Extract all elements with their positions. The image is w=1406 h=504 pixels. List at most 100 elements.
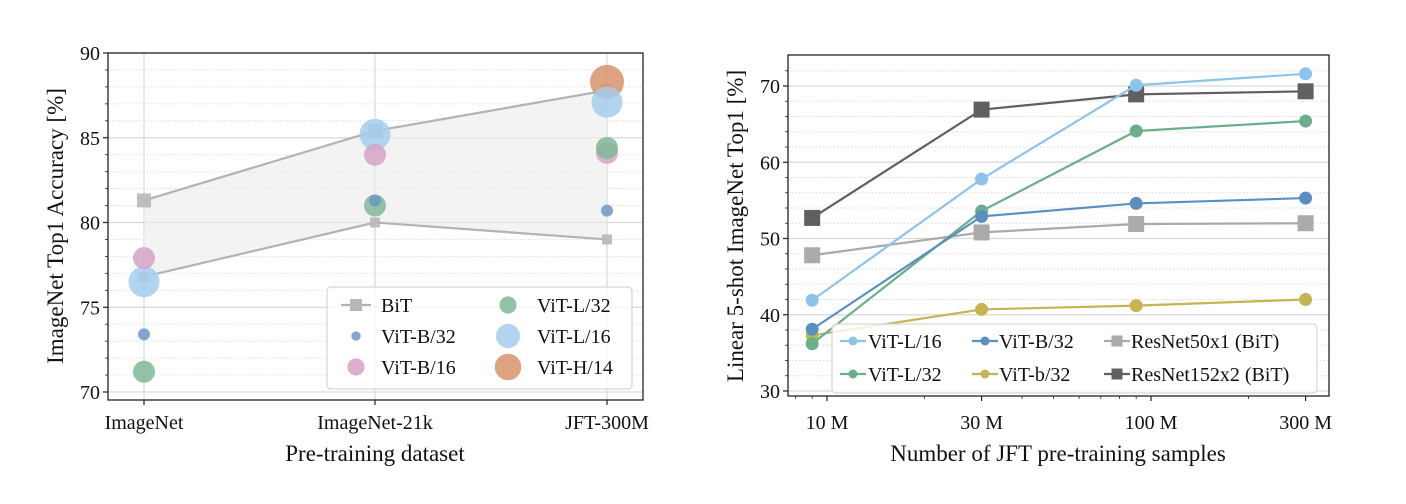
- marker-resnet152x2-bit: [973, 101, 990, 118]
- right-plot-frame: [787, 54, 1330, 397]
- marker-resnet50x1-bit: [1128, 216, 1145, 233]
- marker-vit-l-32: [1129, 124, 1143, 138]
- right-grid: [788, 70, 1329, 392]
- series-vit-b-32: [805, 191, 1313, 336]
- point-vit-l-16: [591, 86, 623, 118]
- point-vit-l-16: [359, 118, 391, 150]
- point-vit-l-16: [128, 266, 160, 298]
- line-vit-l-32: [811, 119, 1306, 345]
- marker-vit-l-16: [805, 293, 819, 307]
- legend-label: ResNet50x1 (BiT): [1131, 331, 1279, 353]
- y-tick-label: 50: [760, 229, 780, 251]
- legend-label: ViT-L/32: [868, 364, 942, 386]
- point-vit-l-32: [596, 136, 618, 159]
- right-lines: [804, 67, 1314, 351]
- x-tick-label: 30 M: [960, 412, 1003, 434]
- marker-vit-b-32: [805, 322, 819, 336]
- legend-square-marker: [350, 299, 362, 311]
- point-vit-b-16: [364, 143, 386, 166]
- legend-label: BiT: [381, 295, 412, 317]
- marker-vit-b-32: [975, 302, 989, 316]
- marker-vit-b-32: [1129, 196, 1143, 210]
- legend-dot-marker: [347, 358, 365, 376]
- legend-item-vit-l-16: ViT-L/16: [495, 323, 611, 349]
- marker-resnet50x1-bit: [804, 247, 821, 264]
- point-vit-b-32: [369, 194, 381, 207]
- y-tick-label: 80: [80, 213, 100, 235]
- marker-vit-l-16: [1299, 67, 1313, 81]
- legend-square-marker: [1111, 335, 1123, 347]
- legend-item-vit-b-32: ViT-B/32: [972, 331, 1074, 353]
- legend-item-resnet152x2-bit: ResNet152x2 (BiT): [1104, 364, 1289, 386]
- series-vit-l-16: [805, 67, 1313, 307]
- left-ticks: 70 75 80 85 90 ImageNet ImageNet-21k JFT-300M: [80, 43, 649, 434]
- marker-vit-b-32: [975, 209, 989, 223]
- legend-item-vit-l-16: ViT-L/16: [840, 331, 942, 353]
- bit-lower-marker: [602, 234, 612, 245]
- marker-resnet152x2-bit: [1128, 86, 1145, 103]
- legend-square-marker: [1111, 368, 1123, 380]
- legend-label: ViT-H/14: [537, 357, 613, 379]
- marker-vit-b-32: [1299, 293, 1313, 306]
- line-vit-b-32: [811, 196, 1306, 331]
- legend-item-vit-b-32: ViT-B/32: [351, 326, 456, 348]
- legend-label: ViT-L/16: [868, 331, 942, 353]
- legend-label: ViT-B/16: [381, 357, 456, 379]
- y-tick-label: 60: [760, 152, 780, 174]
- line-vit-b-32: [812, 298, 1306, 337]
- marker-vit-l-16: [975, 172, 989, 186]
- legend-box: [831, 323, 1318, 394]
- legend-label: ViT-B/32: [999, 331, 1074, 353]
- series-resnet50x1-bit: [804, 215, 1314, 264]
- marker-vit-l-16: [1129, 78, 1143, 92]
- line-vit-l-16: [811, 72, 1306, 302]
- x-tick-label: ImageNet-21k: [317, 412, 433, 434]
- y-tick-label: 90: [80, 43, 100, 65]
- y-tick-label: 75: [80, 297, 100, 319]
- legend-item-vit-l-32: ViT-L/32: [499, 295, 611, 317]
- right-x-axis-label: Number of JFT pre-training samples: [890, 441, 1226, 466]
- point-vit-b-16: [133, 247, 155, 270]
- marker-vit-l-32: [805, 337, 819, 351]
- marker-resnet152x2-bit: [1297, 83, 1314, 100]
- legend-item-vit-l-32: ViT-L/32: [840, 364, 942, 386]
- point-vit-b-32: [601, 204, 613, 217]
- bit-lower-marker: [370, 217, 380, 228]
- point-vit-b-32: [138, 328, 150, 341]
- marker-vit-b-32: [1299, 191, 1313, 205]
- x-tick-label: ImageNet: [105, 412, 184, 434]
- point-vit-l-32: [133, 360, 155, 383]
- legend-item-vit-h-14: ViT-H/14: [494, 353, 613, 381]
- legend-label: ResNet152x2 (BiT): [1131, 364, 1289, 386]
- legend-label: ViT-B/32: [381, 326, 456, 348]
- legend-dot-marker: [499, 296, 517, 314]
- marker-vit-b-32: [1129, 299, 1143, 313]
- left-x-axis-label: Pre-training dataset: [285, 441, 465, 466]
- series-resnet152x2-bit: [804, 83, 1314, 226]
- line-resnet152x2-bit: [811, 90, 1306, 219]
- right-ticks: 30 40 50 60 70 10 M 30 M 100 M 300 M: [760, 70, 1332, 434]
- legend-label: ViT-L/16: [537, 326, 611, 348]
- legend-dot-marker: [980, 369, 990, 379]
- legend-item-vit-b-32: ViT-b/32: [972, 364, 1070, 386]
- marker-vit-l-32: [1299, 114, 1313, 128]
- x-tick-label: 300 M: [1279, 412, 1332, 434]
- left-points: [128, 64, 624, 383]
- line-resnet50x1-bit: [812, 222, 1306, 257]
- x-tick-label: JFT-300M: [565, 412, 649, 434]
- left-legend: BiT ViT-B/32 ViT-B/16 ViT-L/32 ViT-L/16 ViT-H…: [326, 286, 633, 390]
- left-y-axis-label: ImageNet Top1 Accuracy [%]: [43, 88, 68, 364]
- legend-item-bit: BiT: [341, 295, 412, 317]
- left-chart: 70 75 80 85 90 ImageNet ImageNet-21k JFT-300M P…: [43, 43, 649, 466]
- x-tick-label: 100 M: [1125, 412, 1178, 434]
- right-legend: ViT-L/16 ViT-B/32 ResNet50x1 (BiT) ViT-L/32…: [831, 323, 1318, 394]
- y-tick-label: 40: [760, 305, 780, 327]
- legend-label: ViT-b/32: [999, 364, 1070, 386]
- y-tick-label: 85: [80, 128, 100, 150]
- legend-dot-marker: [848, 336, 858, 346]
- x-tick-label: 10 M: [806, 412, 849, 434]
- right-y-axis-label: Linear 5-shot ImageNet Top1 [%]: [723, 70, 748, 382]
- y-tick-label: 70: [80, 382, 100, 404]
- legend-item-resnet50x1-bit: ResNet50x1 (BiT): [1104, 331, 1279, 353]
